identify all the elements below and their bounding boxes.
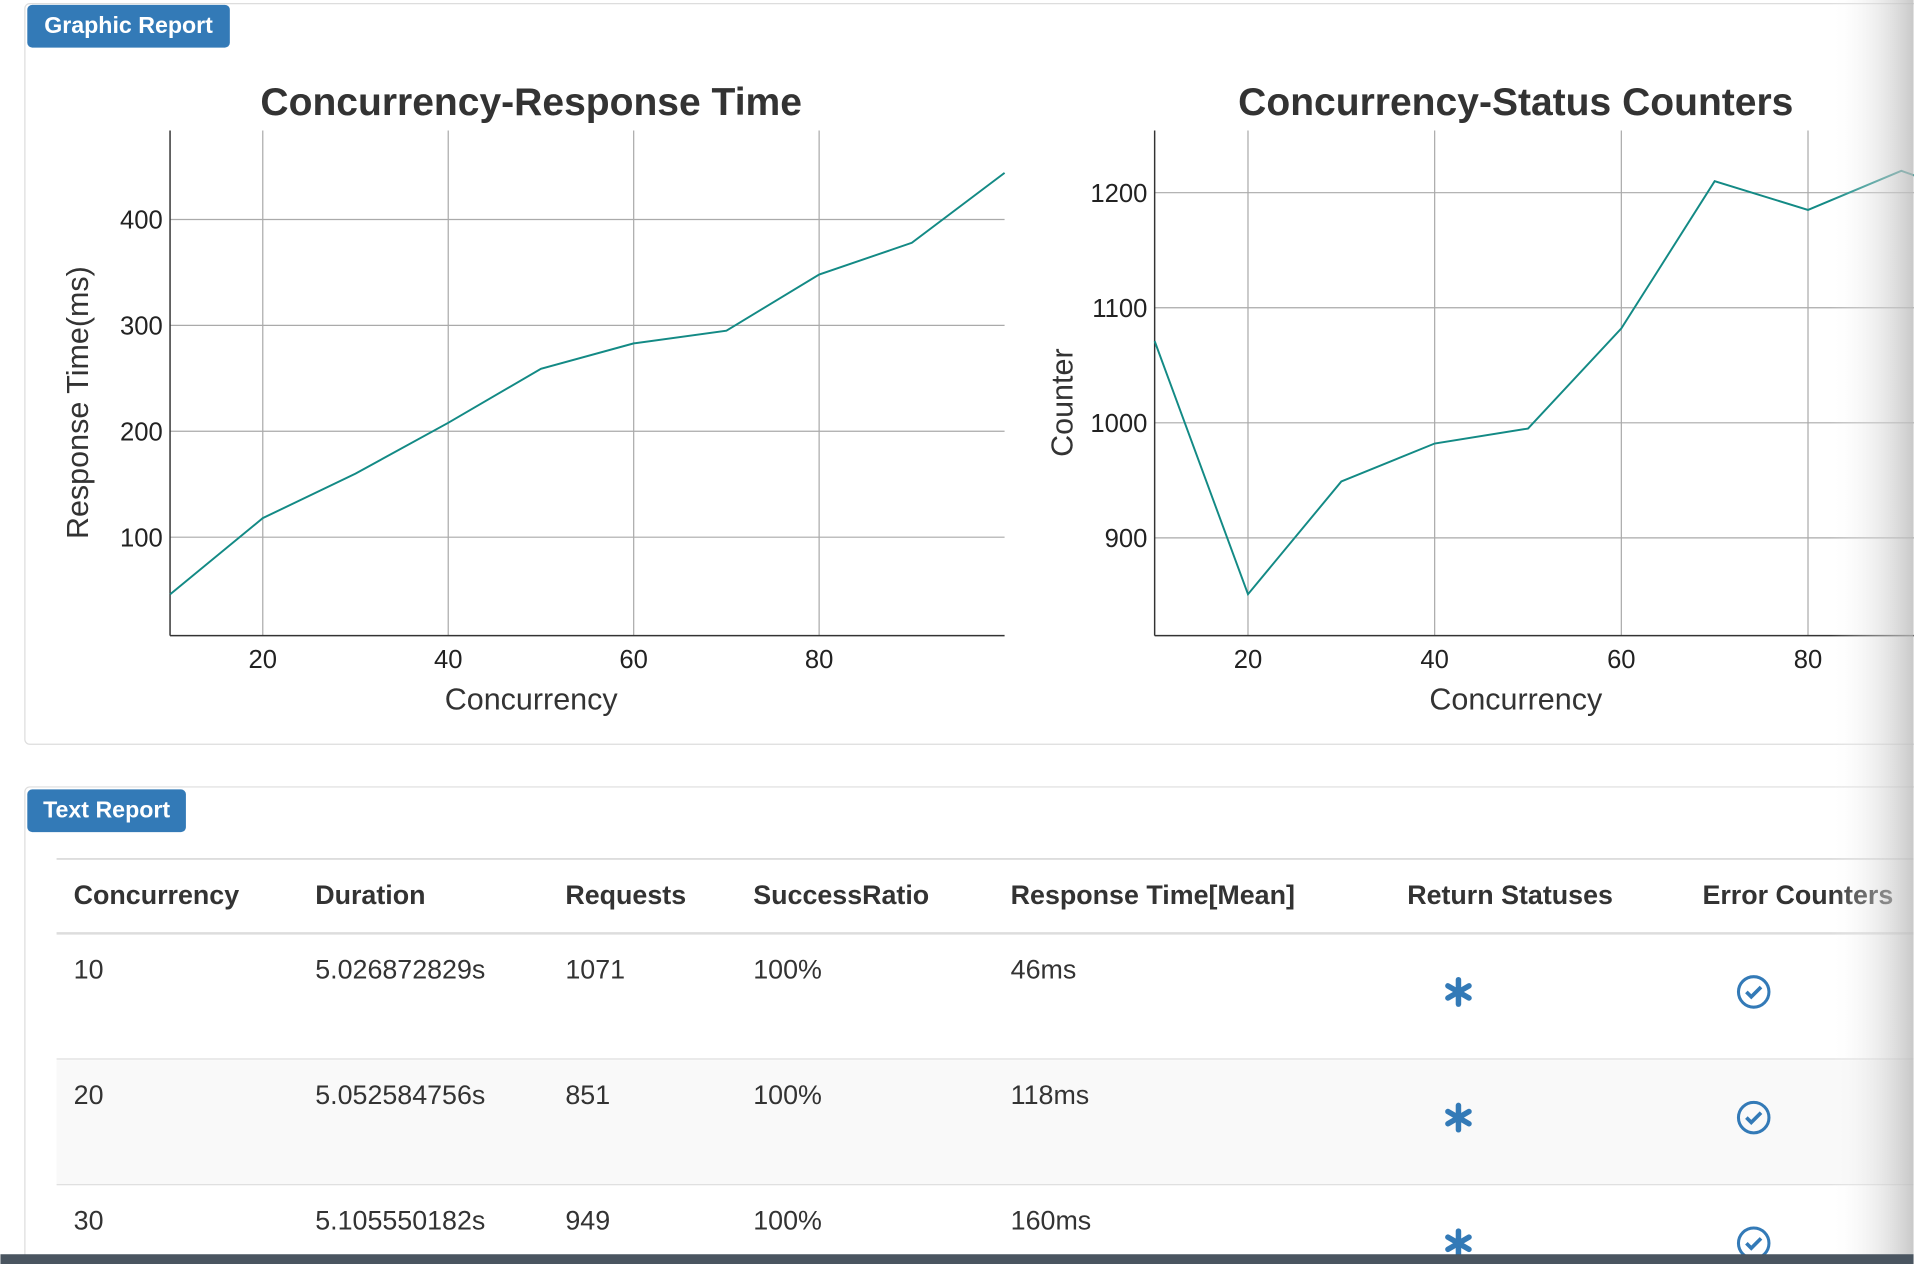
column-header: Response Time[Mean] [1011,880,1295,910]
table-cell: 100% [753,954,822,984]
y-axis-label: Response Time(ms) [61,266,95,539]
icon-circle [1736,975,1771,1009]
y-tick-label: 1000 [1090,410,1147,438]
y-tick-label: 100 [120,524,163,552]
edge-shadow [1830,0,1914,1264]
error-icon [1736,975,1771,1009]
table-cell: 46ms [1011,954,1077,984]
x-tick-label: 60 [1607,646,1636,674]
chart: Concurrency-Response Time 20 40 60 80 100 200 3… [61,81,1006,717]
table-cell: 100% [753,1080,822,1110]
icon-check [1745,1111,1763,1126]
column-header: Duration [315,880,425,910]
x-tick-label: 20 [249,646,278,674]
column-header: Requests [565,880,686,910]
x-tick-label: 40 [1420,646,1448,674]
table-cell: 118ms [1011,1080,1090,1110]
x-axis-label: Concurrency [1429,683,1603,717]
table-cell: 100% [753,1206,822,1236]
table-cell: 5.105550182s [315,1206,485,1236]
table-cell: 851 [565,1080,610,1110]
status-icon [1445,1102,1472,1133]
graphic-badge [27,4,230,48]
table-cell: 1071 [565,954,625,984]
column-header: SuccessRatio [753,880,929,910]
chart-title: Concurrency-Response Time [260,81,802,124]
chart: Concurrency-Status Counters 20 40 60 80 900 10… [1045,81,1914,717]
x-tick-label: 60 [619,646,648,674]
table-cell: 160ms [1011,1206,1092,1236]
y-tick-label: 1200 [1090,180,1147,208]
column-header: Return Statuses [1407,880,1613,910]
x-tick-label: 40 [434,646,463,674]
charts: Concurrency-Response Time 20 40 60 80 100 200 3… [61,81,1914,717]
y-tick-label: 300 [120,313,163,341]
table-cell: 949 [565,1206,610,1236]
icon-stroke [1445,1108,1472,1127]
y-axis-label: Counter [1045,348,1079,457]
table-cell: 30 [74,1206,104,1236]
column-header: Concurrency [74,880,240,910]
bottom-bar [0,1254,1914,1264]
icon-check [1745,985,1763,1000]
icon-circle [1736,1100,1771,1135]
text-badge [27,789,186,833]
data-line [169,172,1006,596]
x-axis-label: Concurrency [445,683,619,717]
table-cell: 10 [74,954,104,984]
table-cell: 5.026872829s [315,954,485,984]
row-stripe [56,1060,1914,1185]
y-tick-label: 1100 [1092,295,1147,323]
y-tick-label: 900 [1105,525,1148,553]
table-cell: 5.052584756s [315,1080,485,1110]
icon-check [1745,1237,1763,1251]
status-icon [1445,1228,1472,1259]
y-tick-label: 200 [120,418,163,446]
status-icon [1445,976,1472,1007]
x-tick-label: 20 [1234,646,1263,674]
text-badge-label: Text Report [43,796,170,822]
table-cell: 20 [74,1080,104,1110]
graphic-panel [24,3,1914,745]
x-tick-label: 80 [1794,646,1822,674]
icon-stroke [1445,983,1472,1001]
error-icon [1736,1100,1771,1135]
icon-stroke [1445,1234,1472,1253]
y-tick-label: 400 [120,207,163,235]
x-tick-label: 80 [805,646,834,674]
report-table: Concurrency Duration Requests SuccessRatio R… [56,858,1914,1261]
graphic-badge-label: Graphic Report [44,12,213,38]
chart-title: Concurrency-Status Counters [1238,81,1793,124]
